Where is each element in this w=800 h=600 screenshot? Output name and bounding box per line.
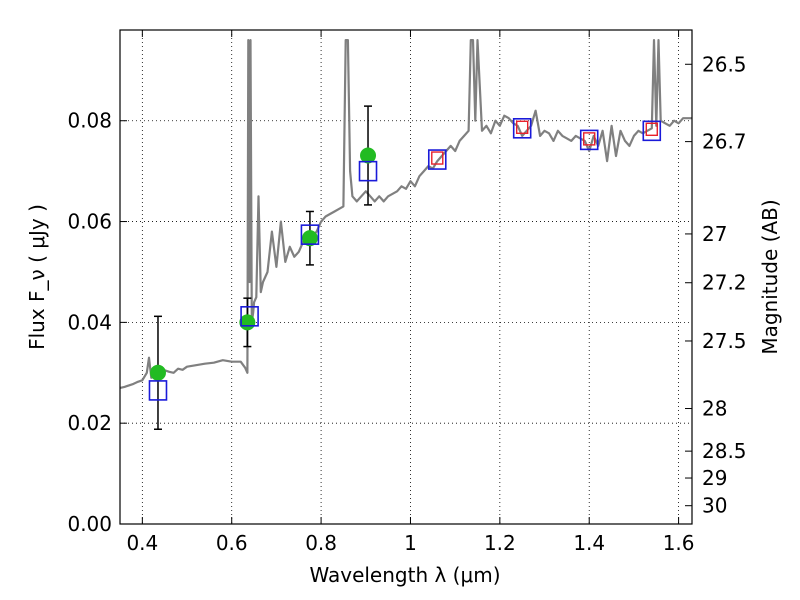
x-tick-label: 1 (404, 531, 417, 555)
magnitude-tick-label: 27 (702, 222, 727, 246)
plot-frame (119, 29, 693, 525)
y-tick-label: 0.02 (67, 411, 112, 435)
spectrum-line (119, 38, 692, 389)
template-spectrum (119, 38, 692, 389)
axis-ticks (120, 30, 692, 525)
magnitude-tick-label: 29 (702, 466, 727, 490)
y-axis-label: Flux F_ν ( μJy ) (25, 204, 49, 350)
y-tick-label: 0.04 (67, 310, 112, 334)
model-square-small (431, 151, 444, 165)
magnitude-tick-label: 26.5 (702, 52, 747, 76)
magnitude-tick-labels: 26.5 26.7 27 27.2 27.5 28 28.5 29 30 (702, 52, 747, 517)
model-square (240, 306, 259, 327)
x-tick-label: 1.2 (484, 531, 516, 555)
model-square-small (645, 122, 658, 137)
magnitude-tick-label: 27.2 (702, 271, 747, 295)
magnitude-tick-label: 26.7 (702, 130, 747, 154)
right-axis-label: Magnitude (AB) (758, 199, 782, 354)
y-tick-label: 0.00 (67, 512, 112, 536)
x-tick-label: 0.4 (126, 531, 158, 555)
model-square-small (515, 120, 529, 134)
magnitude-tick-label: 30 (702, 494, 727, 518)
y-tick-label: 0.08 (67, 109, 112, 133)
x-tick-labels: 0.4 0.6 0.8 1 1.2 1.4 1.6 (126, 531, 694, 555)
magnitude-tick-label: 28.5 (702, 439, 747, 463)
magnitude-tick-label: 27.5 (702, 329, 747, 353)
model-square (148, 380, 168, 401)
x-tick-label: 1.6 (663, 531, 695, 555)
model-square (427, 149, 447, 170)
error-bars (153, 105, 373, 430)
magnitude-tick-label: 28 (702, 397, 727, 421)
model-square-small (583, 132, 596, 146)
model-square (300, 224, 320, 245)
data-markers (148, 117, 662, 401)
observed-point (301, 230, 318, 247)
model-square (642, 120, 662, 142)
observed-point (360, 147, 377, 164)
x-tick-label: 0.6 (216, 531, 248, 555)
y-tick-label: 0.06 (67, 210, 112, 234)
observed-point (149, 364, 166, 381)
model-square (358, 160, 378, 182)
grid-lines (120, 30, 692, 525)
x-tick-label: 0.8 (305, 531, 337, 555)
x-tick-label: 1.4 (573, 531, 605, 555)
x-axis-label: Wavelength λ (μm) (309, 563, 500, 587)
y-tick-labels: 0.00 0.02 0.04 0.06 0.08 (67, 109, 112, 536)
model-square (512, 117, 532, 139)
model-square (579, 129, 599, 151)
